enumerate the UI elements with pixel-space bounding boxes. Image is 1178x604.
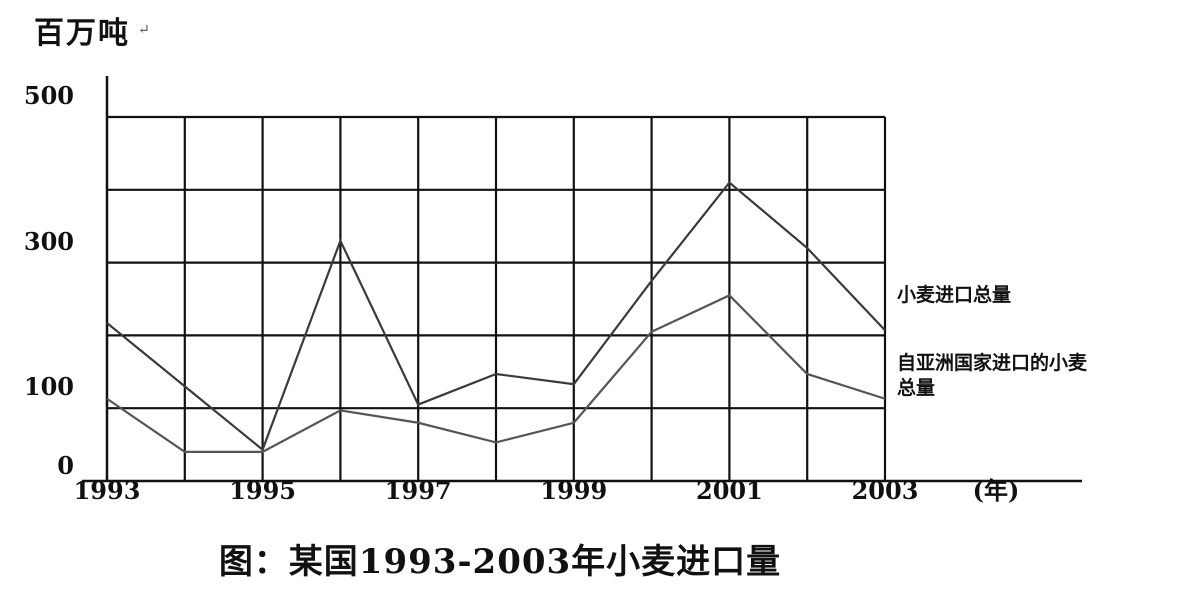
x-tick-label: 1997 [385,476,452,505]
x-tick-label: 2001 [696,476,763,505]
series-label-1: 小麦进口总量 [897,283,1011,306]
series-line-2 [106,294,886,453]
x-tick-label: 1993 [74,476,141,505]
x-tick-label: 2003 [852,476,919,505]
chart-axes [82,76,1082,483]
y-tick-label: 300 [24,227,74,256]
y-tick-label: 100 [24,372,74,401]
series-label-line: 自亚洲国家进口的小麦 [897,351,1088,374]
y-tick-label: 500 [24,81,74,110]
series-label-line: 小麦进口总量 [897,283,1011,306]
series-line-1 [106,180,886,452]
series-label-2: 自亚洲国家进口的小麦总量 [897,351,1088,399]
chart-caption: 图：某国1993-2003年小麦进口量 [218,542,782,582]
x-axis-label: (年) [973,476,1020,505]
chart-series-lines [106,180,886,453]
x-tick-label: 1995 [229,476,296,505]
return-mark-icon: ↵ [138,22,150,38]
y-axis-unit-label: 百万吨 [34,16,130,51]
y-tick-label: 0 [57,451,74,480]
series-label-line: 总量 [897,376,935,399]
chart-grid [107,115,887,481]
x-tick-label: 1999 [540,476,607,505]
